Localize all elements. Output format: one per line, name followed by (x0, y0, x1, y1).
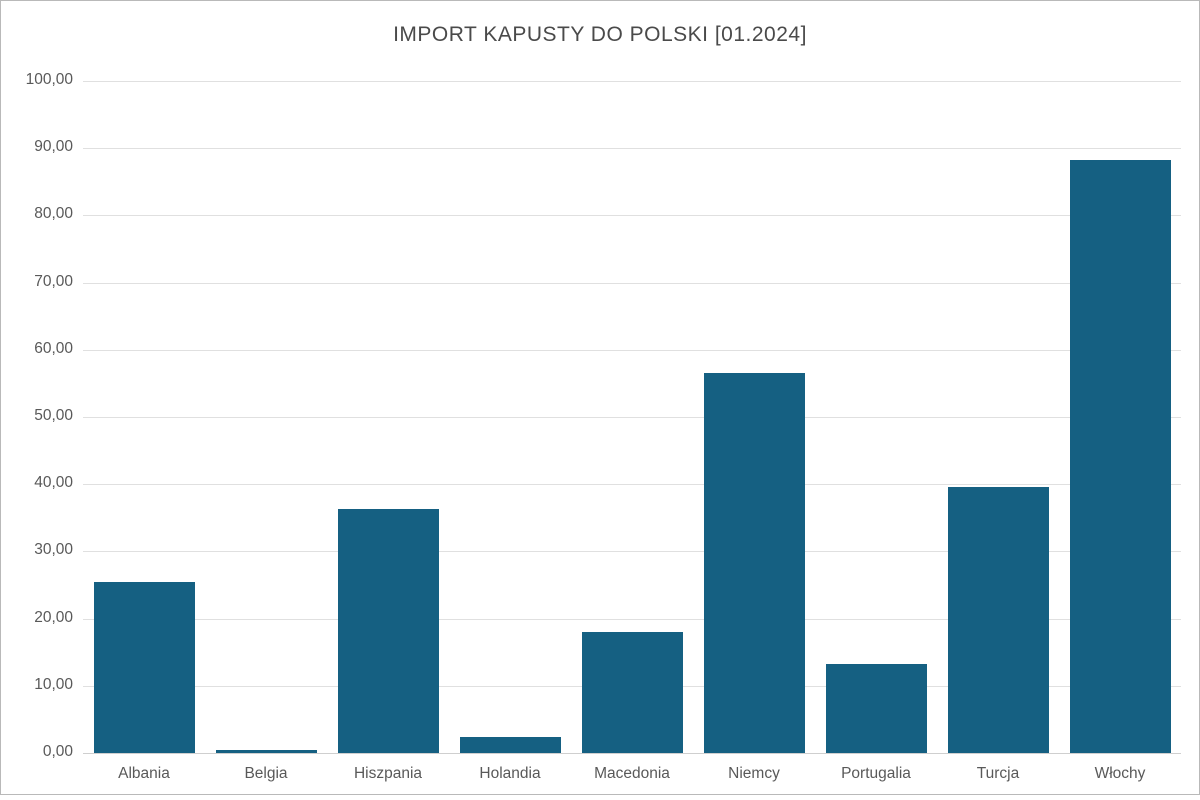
y-tick-label-10,00: 10,00 (34, 676, 73, 693)
bar-belgia (216, 750, 317, 753)
y-tick-label-90,00: 90,00 (34, 138, 73, 155)
bar-holandia (460, 737, 561, 753)
bar-macedonia (582, 632, 683, 753)
y-tick-label-40,00: 40,00 (34, 474, 73, 491)
y-tick-label-70,00: 70,00 (34, 273, 73, 290)
bar-portugalia (826, 664, 927, 753)
gridline-30,00 (83, 551, 1181, 552)
y-tick-label-0,00: 0,00 (42, 743, 73, 760)
gridline-80,00 (83, 215, 1181, 216)
gridline-50,00 (83, 417, 1181, 418)
y-tick-label-30,00: 30,00 (34, 541, 73, 558)
x-tick-label-niemcy: Niemcy (728, 765, 780, 782)
gridline-20,00 (83, 619, 1181, 620)
gridline-60,00 (83, 350, 1181, 351)
gridline-100,00 (83, 81, 1181, 82)
bar-hiszpania (338, 509, 439, 753)
gridline-40,00 (83, 484, 1181, 485)
x-tick-label-belgia: Belgia (244, 765, 288, 782)
x-tick-label-macedonia: Macedonia (594, 765, 670, 782)
bar-włochy (1070, 160, 1171, 753)
bar-niemcy (704, 373, 805, 753)
x-tick-label-holandia: Holandia (479, 765, 541, 782)
x-tick-label-włochy: Włochy (1094, 765, 1146, 782)
x-tick-label-albania: Albania (118, 765, 170, 782)
gridline-90,00 (83, 148, 1181, 149)
bar-albania (94, 582, 195, 753)
x-tick-label-portugalia: Portugalia (841, 765, 911, 782)
y-tick-label-80,00: 80,00 (34, 205, 73, 222)
bar-turcja (948, 487, 1049, 753)
y-tick-label-60,00: 60,00 (34, 340, 73, 357)
x-tick-label-hiszpania: Hiszpania (353, 765, 423, 782)
gridline-70,00 (83, 283, 1181, 284)
y-tick-label-100,00: 100,00 (25, 71, 73, 88)
y-tick-label-50,00: 50,00 (34, 407, 73, 424)
x-tick-label-turcja: Turcja (976, 765, 1020, 782)
y-tick-label-20,00: 20,00 (34, 609, 73, 626)
chart-title: IMPORT KAPUSTY DO POLSKI [01.2024] (393, 23, 807, 46)
x-axis-line (83, 753, 1181, 754)
